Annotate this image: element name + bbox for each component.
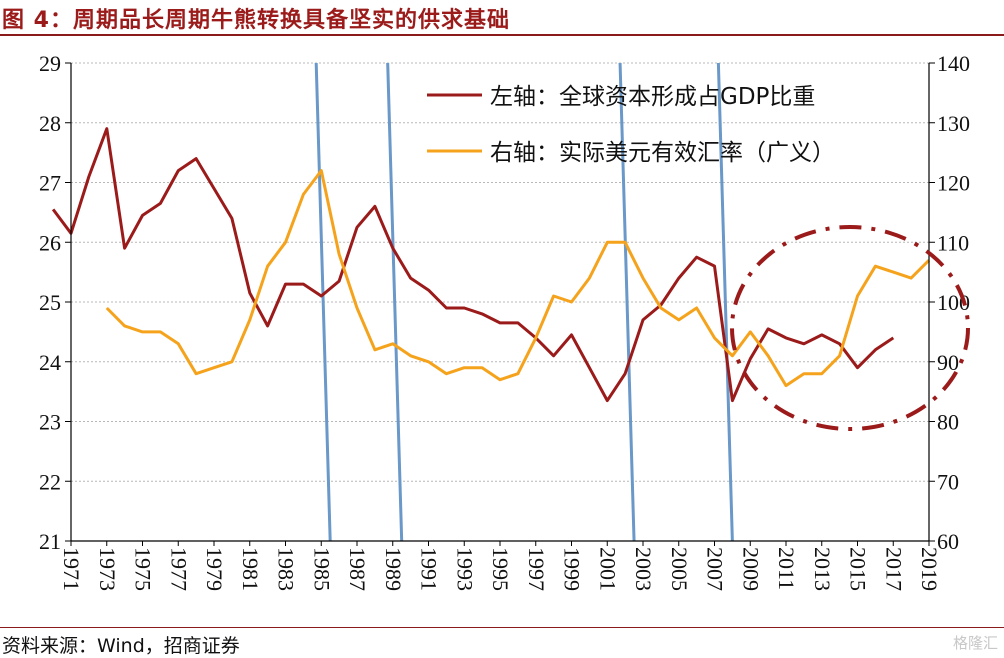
series-line-left — [51, 127, 895, 403]
right-tick-label-90: 90 — [937, 350, 959, 375]
x-tick-label-1983: 1983 — [274, 547, 299, 591]
left-tick-label-28: 28 — [39, 111, 61, 136]
legend: 左轴：全球资本形成占GDP比重 右轴：实际美元有效汇率（广义） — [427, 84, 835, 166]
x-tick-label-2017: 2017 — [881, 547, 906, 591]
left-tick-label-24: 24 — [39, 350, 61, 375]
x-tick-label-2011: 2011 — [774, 547, 799, 590]
tick-labels: 2122232425262728296070809010011012013014… — [39, 51, 970, 591]
x-tick-label-2015: 2015 — [846, 547, 871, 591]
series-line-right — [105, 169, 931, 388]
left-tick-label-21: 21 — [39, 529, 61, 554]
cycle-marker-0 — [314, 62, 332, 542]
cycle-marker-3 — [716, 62, 734, 542]
left-tick-label-22: 22 — [39, 469, 61, 494]
left-tick-label-23: 23 — [39, 410, 61, 435]
x-tick-label-1987: 1987 — [345, 547, 370, 591]
x-tick-label-1979: 1979 — [202, 547, 227, 591]
right-tick-label-60: 60 — [937, 529, 959, 554]
x-tick-label-1985: 1985 — [309, 547, 334, 591]
right-tick-label-130: 130 — [937, 111, 970, 136]
x-tick-label-1981: 1981 — [238, 547, 263, 591]
right-tick-label-120: 120 — [937, 171, 970, 196]
legend-label-right-series: 右轴：实际美元有效汇率（广义） — [490, 140, 835, 166]
cycle-marker-2 — [618, 62, 636, 542]
x-tick-label-1975: 1975 — [131, 547, 156, 591]
watermark: 格隆汇 — [952, 634, 998, 652]
x-tick-label-1997: 1997 — [524, 547, 549, 591]
x-tick-label-1999: 1999 — [560, 547, 585, 591]
x-tick-label-2005: 2005 — [667, 547, 692, 591]
x-tick-label-2007: 2007 — [703, 547, 728, 591]
left-tick-label-26: 26 — [39, 230, 61, 255]
x-tick-label-2019: 2019 — [917, 547, 942, 591]
left-tick-label-27: 27 — [39, 171, 61, 196]
x-tick-label-1995: 1995 — [488, 547, 513, 591]
x-tick-label-1989: 1989 — [381, 547, 406, 591]
right-tick-label-140: 140 — [937, 51, 970, 76]
axes — [65, 62, 935, 546]
highlight-ellipse — [730, 225, 970, 431]
x-tick-label-2003: 2003 — [631, 547, 656, 591]
left-tick-label-25: 25 — [39, 290, 61, 315]
x-tick-label-2001: 2001 — [595, 547, 620, 591]
cycle-marker-lines — [314, 62, 734, 542]
series-lines — [51, 127, 931, 403]
cycle-marker-1 — [386, 62, 404, 542]
grid-lines — [71, 62, 929, 482]
x-tick-label-1991: 1991 — [417, 547, 442, 591]
source-divider — [0, 627, 1004, 628]
source-note: 资料来源：Wind，招商证券 — [2, 635, 240, 657]
x-tick-label-1971: 1971 — [59, 547, 84, 591]
right-tick-label-110: 110 — [937, 230, 969, 255]
right-tick-label-80: 80 — [937, 410, 959, 435]
x-tick-label-1973: 1973 — [95, 547, 120, 591]
x-tick-label-2009: 2009 — [738, 547, 763, 591]
legend-label-left-series: 左轴：全球资本形成占GDP比重 — [490, 84, 815, 110]
title-divider — [0, 34, 1004, 36]
x-tick-label-1977: 1977 — [166, 547, 191, 591]
figure-title: 图 4：周期品长周期牛熊转换具备坚实的供求基础 — [2, 8, 510, 33]
x-tick-label-1993: 1993 — [452, 547, 477, 591]
left-tick-label-29: 29 — [39, 51, 61, 76]
right-tick-label-70: 70 — [937, 469, 959, 494]
x-tick-label-2013: 2013 — [810, 547, 835, 591]
